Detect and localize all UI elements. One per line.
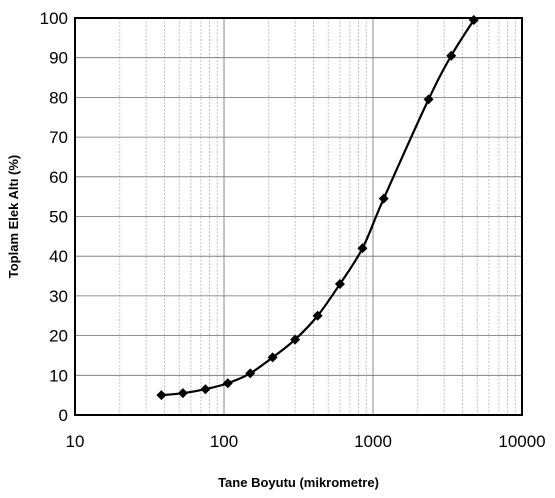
data-point bbox=[156, 390, 167, 401]
data-point bbox=[267, 352, 278, 363]
data-point bbox=[334, 278, 345, 289]
grid bbox=[75, 18, 522, 415]
x-tick-label: 100 bbox=[210, 432, 238, 451]
y-tick-label: 60 bbox=[49, 168, 68, 187]
y-axis-title: Toplam Elek Altı (%) bbox=[6, 155, 21, 279]
x-tick-label: 10000 bbox=[498, 432, 545, 451]
data-point bbox=[245, 368, 256, 379]
y-tick-label: 30 bbox=[49, 287, 68, 306]
y-tick-label: 90 bbox=[49, 49, 68, 68]
data-point bbox=[177, 388, 188, 399]
y-tick-label: 20 bbox=[49, 327, 68, 346]
y-tick-label: 70 bbox=[49, 128, 68, 147]
data-point bbox=[378, 193, 389, 204]
data-point bbox=[200, 384, 211, 395]
data-point bbox=[423, 94, 434, 105]
data-point bbox=[446, 50, 457, 61]
y-tick-label: 50 bbox=[49, 208, 68, 227]
y-tick-label: 100 bbox=[40, 9, 68, 28]
y-tick-label: 0 bbox=[59, 406, 68, 425]
data-point bbox=[222, 378, 233, 389]
y-tick-label: 80 bbox=[49, 88, 68, 107]
x-axis-title: Tane Boyutu (mikrometre) bbox=[218, 475, 379, 490]
series-line-0 bbox=[161, 19, 475, 397]
data-point bbox=[357, 243, 368, 254]
y-tick-label: 40 bbox=[49, 247, 68, 266]
x-tick-label: 1000 bbox=[354, 432, 392, 451]
y-tick-label: 10 bbox=[49, 366, 68, 385]
data-point bbox=[312, 310, 323, 321]
tick-labels: 10 100 1000 10000 0 10 20 30 40 50 60 70 80 90 100 bbox=[40, 9, 546, 451]
plot-frame bbox=[74, 17, 523, 416]
data-point bbox=[290, 334, 301, 345]
series-layer bbox=[156, 14, 479, 401]
x-tick-label: 10 bbox=[66, 432, 85, 451]
